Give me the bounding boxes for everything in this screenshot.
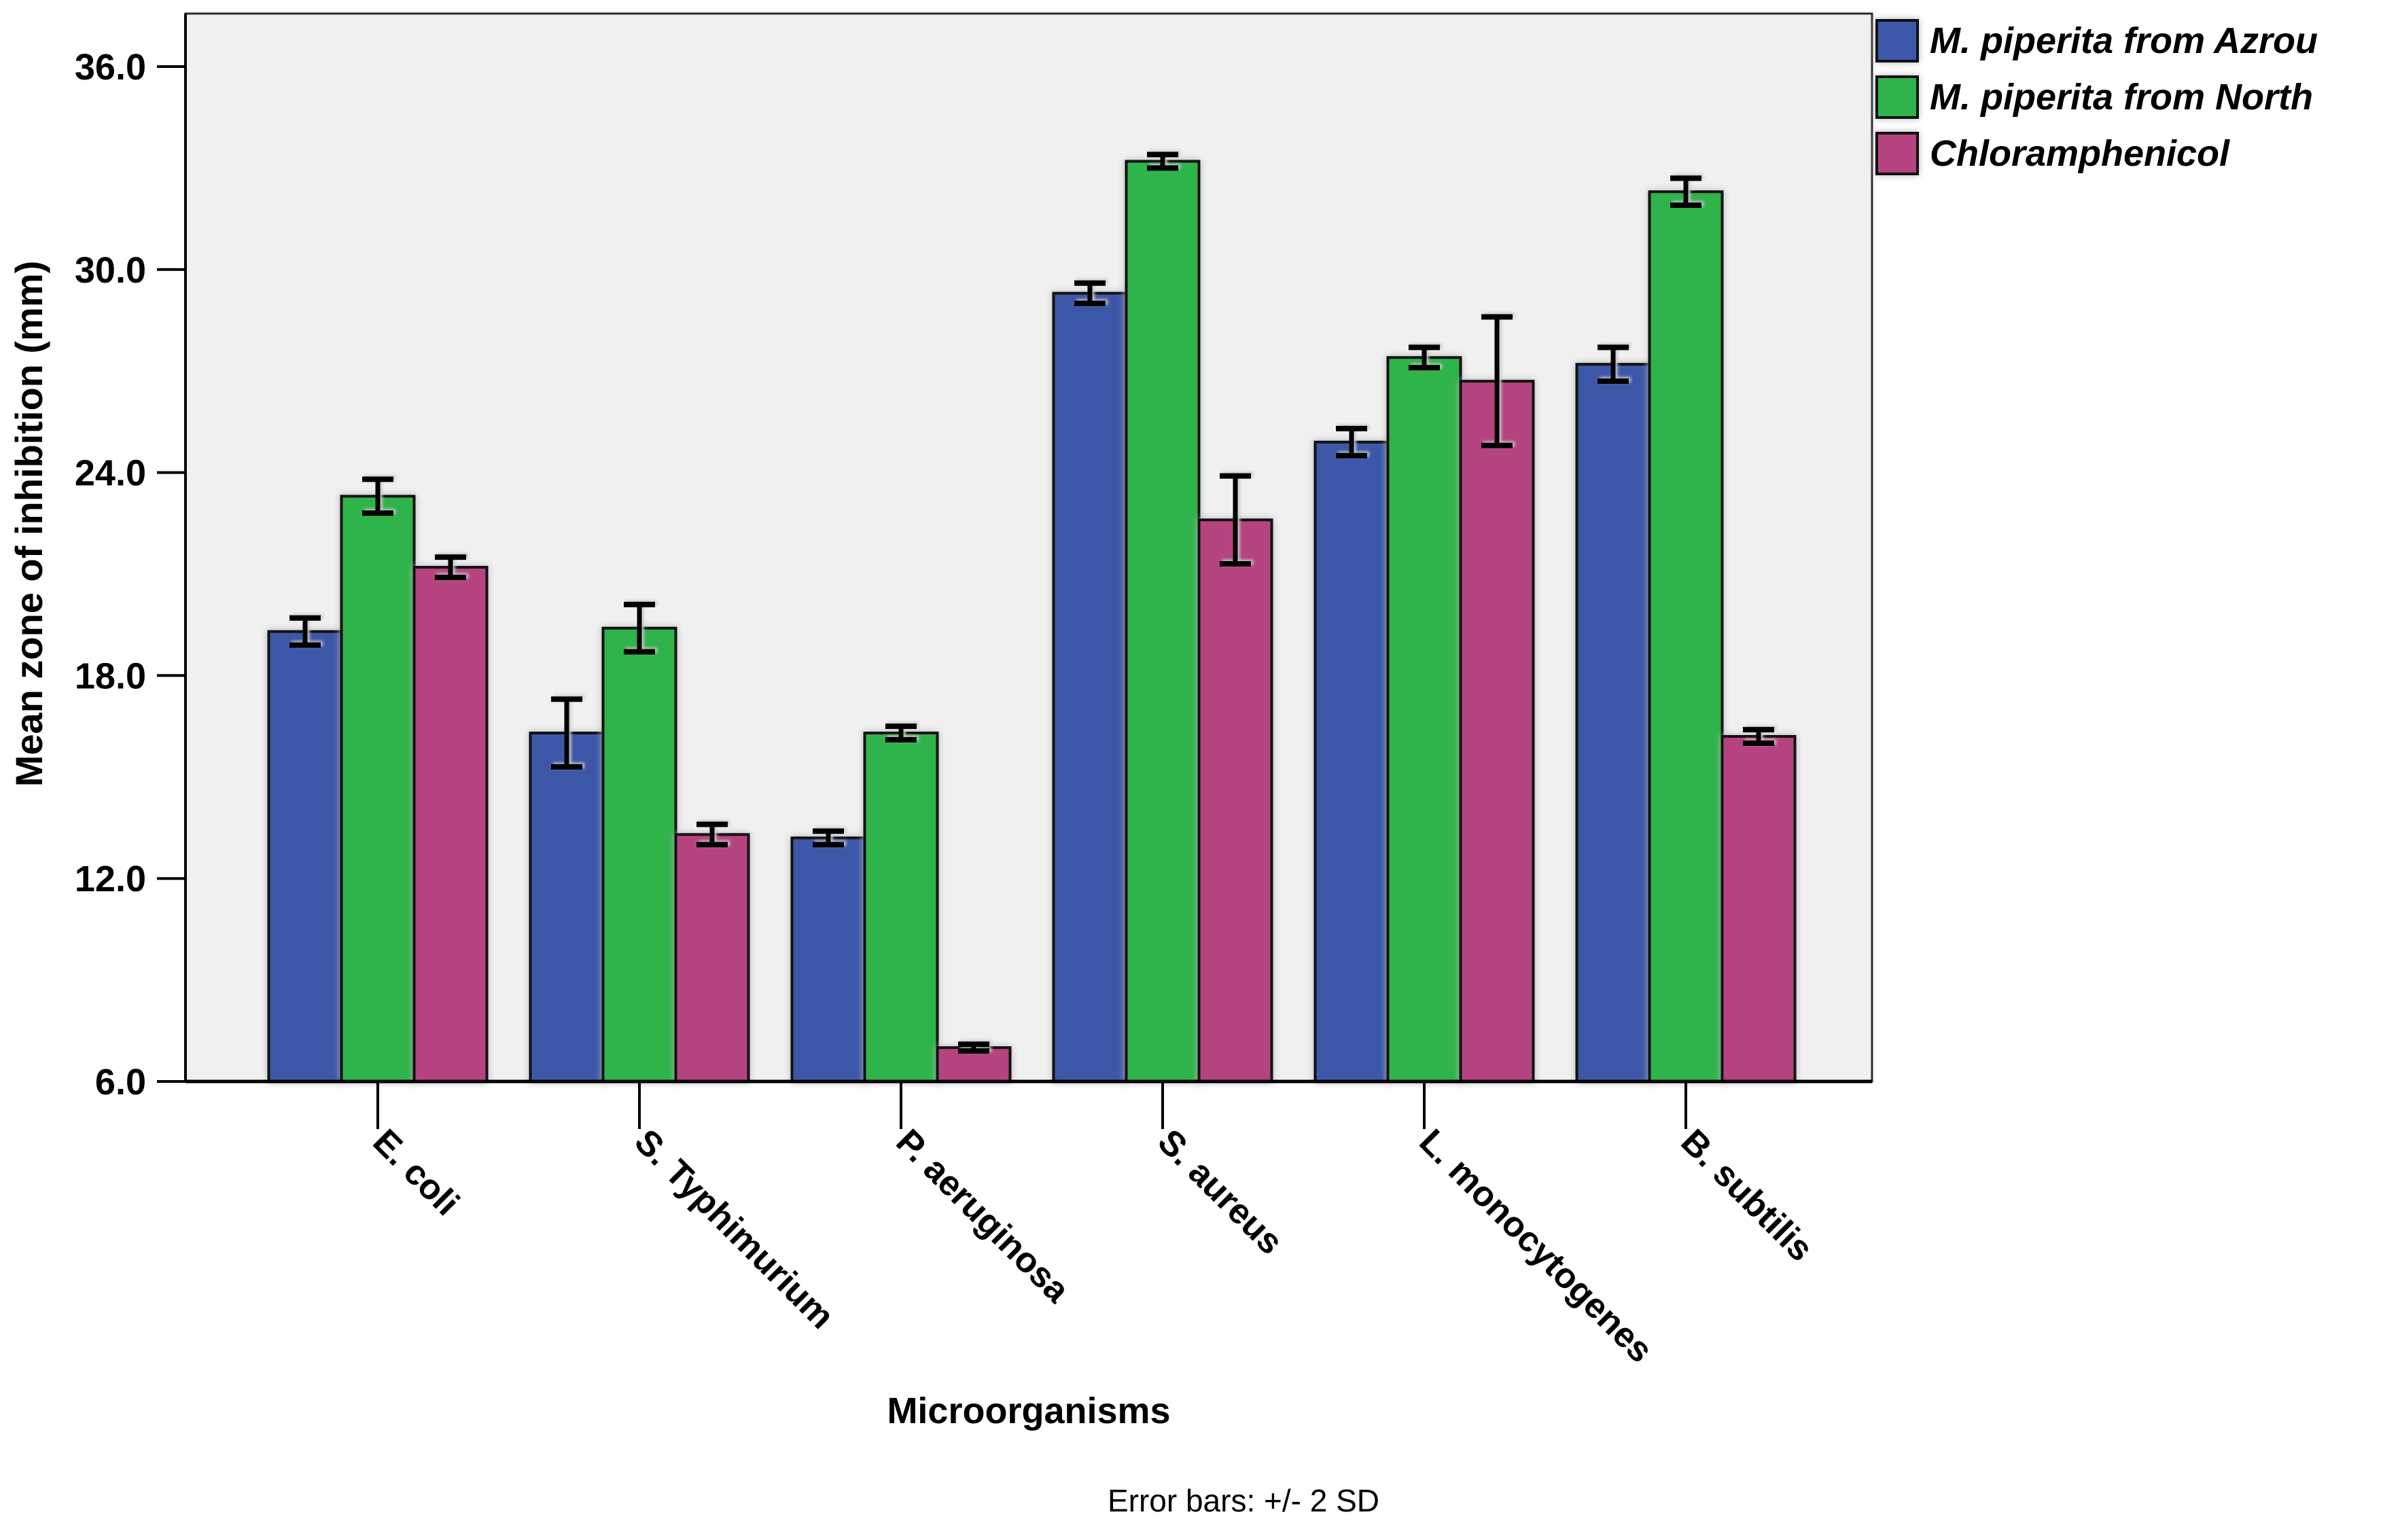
bar-2-1 — [529, 732, 605, 1084]
bar-1-3 — [412, 566, 489, 1083]
bar-5-3 — [1459, 380, 1535, 1083]
error-bar — [1409, 344, 1440, 371]
bar-6-2 — [1648, 190, 1724, 1083]
bar-6-3 — [1720, 735, 1797, 1084]
error-bar — [813, 828, 844, 848]
bar-5-1 — [1313, 440, 1390, 1083]
error-bar — [1336, 425, 1367, 459]
bar-4-2 — [1125, 160, 1201, 1084]
bar-1-1 — [267, 630, 343, 1083]
y-tick-label: 30.0 — [75, 250, 146, 291]
error-bar — [435, 554, 466, 580]
error-bar — [1220, 473, 1251, 567]
legend — [1875, 19, 1919, 175]
bar-2-3 — [674, 833, 750, 1083]
y-tick-label: 24.0 — [75, 453, 146, 494]
legend-label-1: M. piperita from Azrou — [1930, 20, 2318, 61]
legend-swatch-1 — [1875, 19, 1919, 62]
error-bar — [885, 723, 917, 743]
error-bar — [1074, 280, 1106, 306]
legend-swatch-2 — [1875, 75, 1919, 119]
bar-3-1 — [790, 836, 866, 1083]
error-bar — [696, 821, 728, 848]
y-tick-label: 12.0 — [75, 859, 146, 899]
legend-label-2: M. piperita from North — [1930, 77, 2313, 118]
error-bars-caption: Error bars: +/- 2 SD — [1108, 1483, 1379, 1518]
x-tick-label: B. subtilis — [1674, 1122, 1821, 1269]
bar-4-1 — [1052, 291, 1128, 1083]
y-tick-label: 18.0 — [75, 656, 146, 696]
bar-5-2 — [1386, 356, 1462, 1083]
legend-label-3: Chloramphenicol — [1930, 133, 2230, 174]
error-bar — [1147, 151, 1178, 171]
bar-1-2 — [340, 495, 416, 1083]
error-bar — [624, 601, 655, 655]
error-bar — [362, 476, 393, 516]
error-bar — [289, 615, 321, 648]
x-axis-title: Microorganisms — [887, 1391, 1170, 1431]
error-bar — [1670, 175, 1701, 209]
error-bar — [551, 696, 582, 770]
error-bar — [1481, 314, 1513, 448]
x-tick-label: E. coli — [366, 1122, 467, 1223]
y-tick-label: 6.0 — [95, 1062, 146, 1103]
x-tick-label: S. Typhimurium — [627, 1122, 842, 1336]
bar-6-1 — [1575, 363, 1651, 1083]
error-bar — [1598, 344, 1629, 384]
bar-2-2 — [601, 626, 677, 1083]
x-tick-label: L. monocytogenes — [1412, 1122, 1661, 1370]
bar-4-3 — [1197, 518, 1273, 1083]
error-bar — [958, 1041, 989, 1054]
y-tick-label: 36.0 — [75, 47, 146, 88]
bar-3-2 — [863, 732, 939, 1084]
legend-swatch-3 — [1875, 132, 1919, 175]
error-bar — [1743, 727, 1774, 746]
y-axis-title: Mean zone of inhibition (mm) — [7, 261, 50, 787]
x-tick-label: P. aeruginosa — [889, 1122, 1078, 1310]
x-tick-label: S. aureus — [1150, 1122, 1291, 1262]
